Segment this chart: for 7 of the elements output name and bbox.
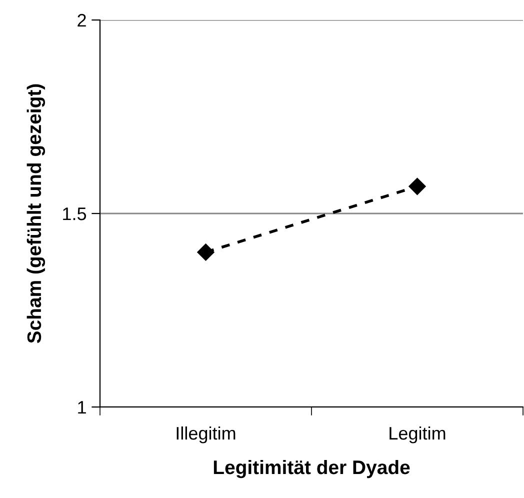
x-axis-title: Legitimität der Dyade [214,460,410,478]
y-tick-label: 1 [78,401,86,414]
y-tick-label: 1.5 [63,208,86,220]
y-axis-title: Scham (gefühlt und gezeigt) [26,84,46,344]
x-tick-label: Legitim [390,426,446,444]
y-tick-label: 2 [78,14,86,27]
x-tick-label: Illegitim [176,426,236,444]
